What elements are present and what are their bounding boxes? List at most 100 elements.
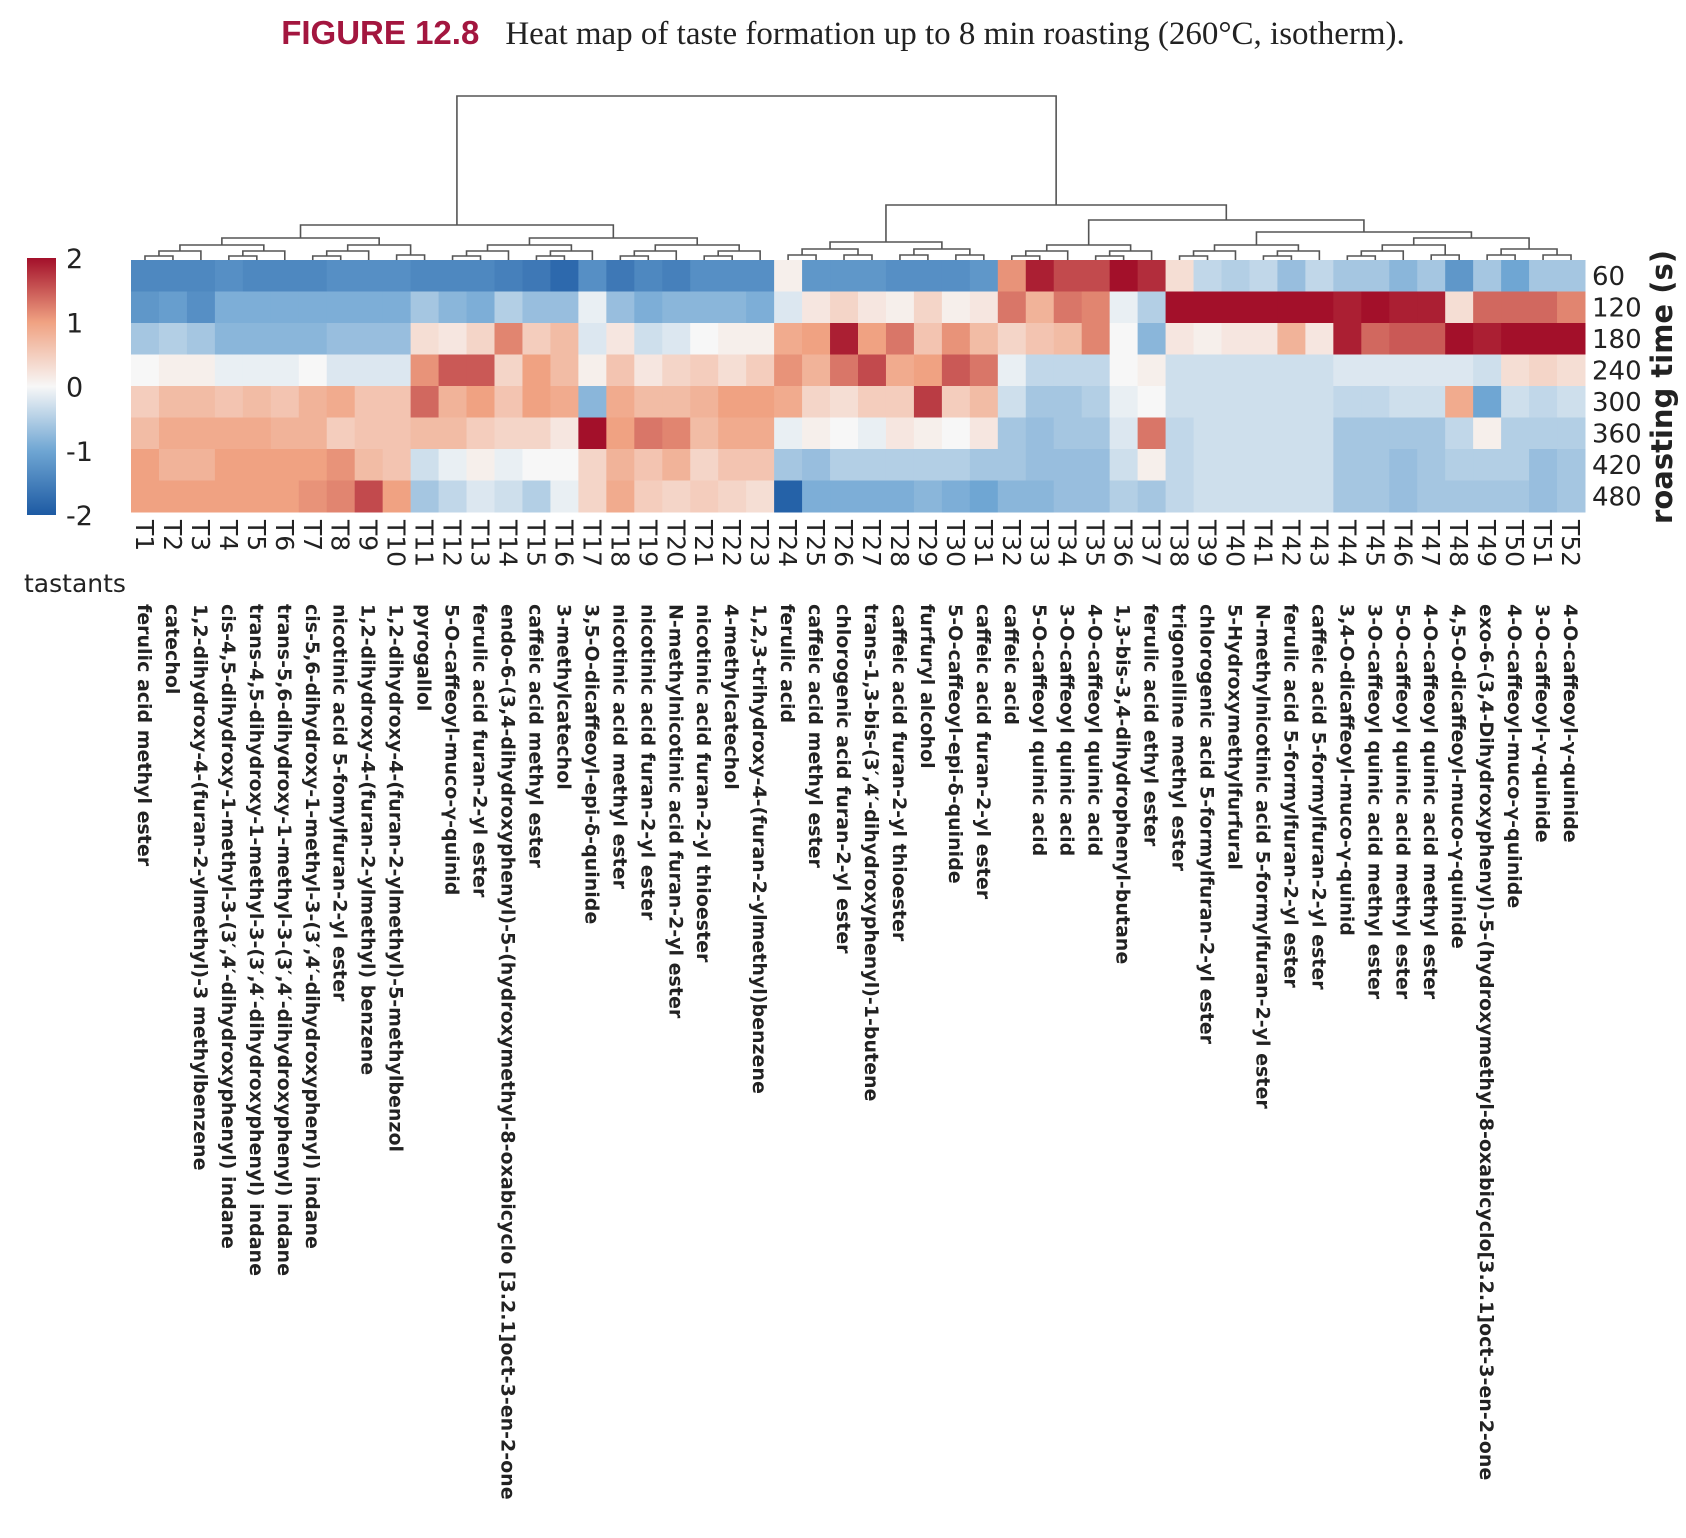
heatmap-cell	[270, 354, 300, 387]
heatmap-cell	[1389, 480, 1418, 513]
heatmap-cell	[298, 386, 328, 418]
heatmap-cell	[1417, 260, 1446, 292]
column-label: T35	[1081, 519, 1110, 567]
heatmap-cell	[1417, 386, 1446, 418]
heatmap-cell	[1193, 386, 1222, 418]
column-label: T3	[186, 519, 215, 551]
heatmap-cell	[606, 449, 635, 481]
heatmap-cell	[1473, 260, 1502, 292]
heatmap-cell	[522, 386, 551, 418]
heatmap-cell	[606, 354, 635, 387]
heatmap-cell	[1025, 354, 1055, 387]
heatmap-cell	[1221, 449, 1250, 481]
heatmap-cell	[354, 417, 384, 450]
heatmap-cell	[1361, 260, 1390, 292]
dendrogram-link	[1486, 254, 1516, 260]
heatmap-cell	[830, 291, 859, 324]
heatmap-cell	[1305, 354, 1334, 387]
column-label: T43	[1304, 519, 1333, 567]
column-label: T47	[1416, 519, 1445, 567]
heatmap-cell	[1529, 417, 1558, 450]
y-axis-title: roasting time (s)	[1645, 250, 1679, 524]
heatmap-cell	[913, 354, 943, 387]
column-label: T23	[745, 519, 774, 567]
heatmap-cell	[1053, 386, 1083, 418]
heatmap-cell	[1417, 323, 1446, 355]
heatmap-cell	[1445, 260, 1474, 292]
heatmap-cell	[913, 417, 943, 450]
heatmap-cell	[1137, 417, 1167, 450]
heatmap-cell	[718, 386, 747, 418]
dendrogram-link	[703, 255, 733, 260]
heatmap-cell	[1305, 417, 1334, 450]
tastant-name: cis-4,5-dihydroxy-1-methyl-3-(3′,4′-dihy…	[217, 604, 239, 1249]
heatmap-cell	[774, 417, 803, 450]
tastant-name: cis-5,6-dihydroxy-1-methyl-3-(3′,4′-dihy…	[301, 604, 323, 1249]
row-label: 240	[1592, 356, 1642, 386]
heatmap-cell	[997, 323, 1027, 355]
column-label: T34	[1053, 519, 1082, 567]
heatmap-cell	[1165, 449, 1195, 481]
heatmap-cell	[718, 480, 747, 513]
heatmap-cell	[466, 291, 495, 324]
heatmap-cell	[1557, 417, 1586, 450]
dendrogram-link	[843, 254, 873, 260]
heatmap-cell	[494, 354, 523, 387]
tastant-name: 4-O-caffeoyl quinic acid	[1084, 604, 1106, 856]
heatmap-cell	[1193, 417, 1222, 450]
heatmap-cell	[1053, 323, 1083, 355]
heatmap-cell	[1053, 354, 1083, 387]
heatmap-cell	[438, 260, 468, 292]
heatmap-cell	[1473, 323, 1502, 355]
heatmap-cell	[1389, 386, 1418, 418]
heatmap-cell	[1081, 291, 1111, 324]
heatmap-cell	[1193, 323, 1222, 355]
column-label: T24	[773, 519, 802, 567]
heatmap-cell	[1305, 480, 1334, 513]
heatmap-cell	[662, 386, 691, 418]
heatmap-cell	[941, 354, 971, 387]
column-label: T20	[661, 519, 690, 567]
heatmap-cell	[969, 386, 999, 418]
heatmap-cell	[298, 260, 328, 292]
heatmap-cell	[634, 291, 663, 324]
heatmap-cell	[1053, 260, 1083, 292]
heatmap-cell	[746, 449, 775, 481]
dendrogram-link	[451, 255, 482, 260]
heatmap-cell	[690, 260, 719, 292]
dendrogram-link	[1178, 255, 1209, 260]
column-label: T1	[130, 519, 159, 551]
column-label: T2	[158, 519, 187, 551]
heatmap-cell	[158, 354, 188, 387]
heatmap-cell	[1501, 480, 1530, 513]
heatmap-cell	[1109, 260, 1139, 292]
heatmap-cell	[1249, 354, 1278, 387]
heatmap-cell	[578, 449, 607, 481]
dendrogram-link	[787, 254, 817, 260]
heatmap-cell	[1277, 323, 1306, 355]
heatmap-cell	[326, 417, 356, 450]
heatmap-cell	[550, 354, 579, 387]
heatmap-cell	[802, 291, 831, 324]
heatmap-cell	[270, 291, 300, 324]
heatmap-cell	[1249, 386, 1278, 418]
column-label: T36	[1109, 519, 1138, 567]
column-label: T51	[1528, 519, 1557, 567]
colorbar-tick-label: 2	[66, 244, 83, 275]
heatmap-cell	[270, 417, 300, 450]
heatmap-cell	[1417, 480, 1446, 513]
heatmap-cell	[941, 417, 971, 450]
heatmap-cell	[885, 449, 915, 481]
heatmap-cell	[997, 480, 1027, 513]
figure-number: FIGURE 12.8	[281, 14, 480, 51]
tastant-name: trans-4,5-dihydroxy-1-methyl-3-(3′,4′-di…	[245, 604, 267, 1276]
heatmap-cell	[522, 354, 551, 387]
heatmap-cell	[606, 417, 635, 450]
tastant-name: 3-methylcatechol	[552, 604, 574, 790]
heatmap-cell	[1529, 386, 1558, 418]
heatmap-cell	[186, 354, 216, 387]
heatmap-cell	[662, 480, 691, 513]
heatmap-cell	[1305, 449, 1334, 481]
heatmap-cell	[1165, 354, 1195, 387]
